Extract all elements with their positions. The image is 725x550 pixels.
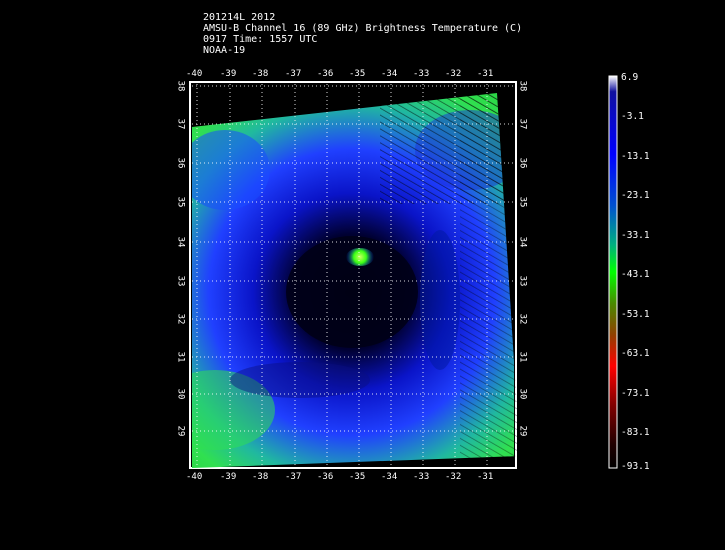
lon-tick: -37 xyxy=(285,69,302,79)
lat-tick: 32 xyxy=(517,313,528,325)
colorbar-label: -13.1 xyxy=(621,151,650,162)
header-channel: AMSU-B Channel 16 (89 GHz) Brightness Te… xyxy=(203,23,523,34)
lon-tick: -34 xyxy=(381,472,398,482)
lat-tick: 33 xyxy=(175,275,186,287)
lat-tick: 38 xyxy=(175,80,186,92)
colorbar-label: -3.1 xyxy=(621,111,644,122)
lon-tick: -40 xyxy=(186,472,203,482)
colorbar xyxy=(608,75,618,469)
map-gridlines xyxy=(192,84,514,466)
lon-tick: -39 xyxy=(220,472,237,482)
lat-tick: 37 xyxy=(517,118,528,130)
lat-tick: 35 xyxy=(517,196,528,208)
header-product-id: 201214L 2012 xyxy=(203,12,276,23)
lat-tick: 31 xyxy=(517,351,528,363)
colorbar-label: -23.1 xyxy=(621,190,650,201)
header-satellite: NOAA-19 xyxy=(203,45,246,56)
lon-tick: -38 xyxy=(252,69,269,79)
colorbar-label: -63.1 xyxy=(621,348,650,359)
lat-tick: 29 xyxy=(517,425,528,437)
lon-tick: -35 xyxy=(349,69,366,79)
colorbar-label: -33.1 xyxy=(621,230,650,241)
colorbar-label: -83.1 xyxy=(621,427,650,438)
lat-tick: 30 xyxy=(517,388,528,400)
lon-tick: -39 xyxy=(220,69,237,79)
colorbar-label: -73.1 xyxy=(621,388,650,399)
header-time: 0917 Time: 1557 UTC xyxy=(203,34,318,45)
lat-tick: 30 xyxy=(175,388,186,400)
lat-tick: 33 xyxy=(517,275,528,287)
lon-tick: -38 xyxy=(252,472,269,482)
lat-tick: 38 xyxy=(517,80,528,92)
lon-tick: -34 xyxy=(381,69,398,79)
colorbar-label: -93.1 xyxy=(621,461,650,472)
lon-tick: -37 xyxy=(285,472,302,482)
lon-tick: -31 xyxy=(477,472,494,482)
lat-tick: 29 xyxy=(175,425,186,437)
lon-tick: -36 xyxy=(317,69,334,79)
lon-tick: -32 xyxy=(445,472,462,482)
lon-tick: -33 xyxy=(413,69,430,79)
lon-tick: -31 xyxy=(477,69,494,79)
lon-tick: -32 xyxy=(445,69,462,79)
colorbar-label: -43.1 xyxy=(621,269,650,280)
lon-tick: -35 xyxy=(349,472,366,482)
lat-tick: 34 xyxy=(517,236,528,248)
lat-tick: 35 xyxy=(175,196,186,208)
colorbar-label: -53.1 xyxy=(621,309,650,320)
lon-tick: -40 xyxy=(186,69,203,79)
brightness-temperature-image xyxy=(192,93,520,468)
lat-tick: 36 xyxy=(175,157,186,169)
colorbar-label: 6.9 xyxy=(621,72,639,83)
lat-tick: 31 xyxy=(175,351,186,363)
lon-tick: -36 xyxy=(317,472,334,482)
lat-tick: 34 xyxy=(175,236,186,248)
lat-tick: 36 xyxy=(517,157,528,169)
lat-tick: 32 xyxy=(175,313,186,325)
lat-tick: 37 xyxy=(175,118,186,130)
lon-tick: -33 xyxy=(413,472,430,482)
